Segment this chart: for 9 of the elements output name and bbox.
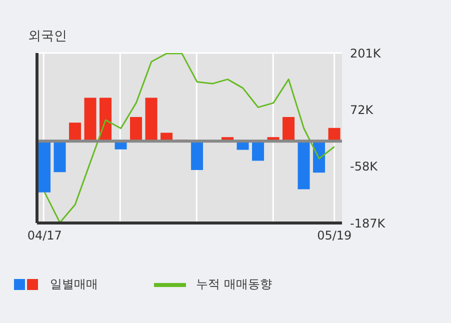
legend-label: 일별매매 [50, 276, 98, 293]
y-tick-label: 201K [350, 46, 382, 60]
x-tick-label: 04/17 [27, 228, 62, 243]
legend-label: 누적 매매동향 [196, 276, 272, 293]
x-tick-label: 05/19 [317, 228, 352, 243]
y-tick-label: -58K [350, 160, 379, 174]
y-tick-label: -187K [350, 216, 386, 230]
y-tick-label: 72K [350, 102, 374, 117]
chart-title: 외국인 [28, 28, 67, 45]
